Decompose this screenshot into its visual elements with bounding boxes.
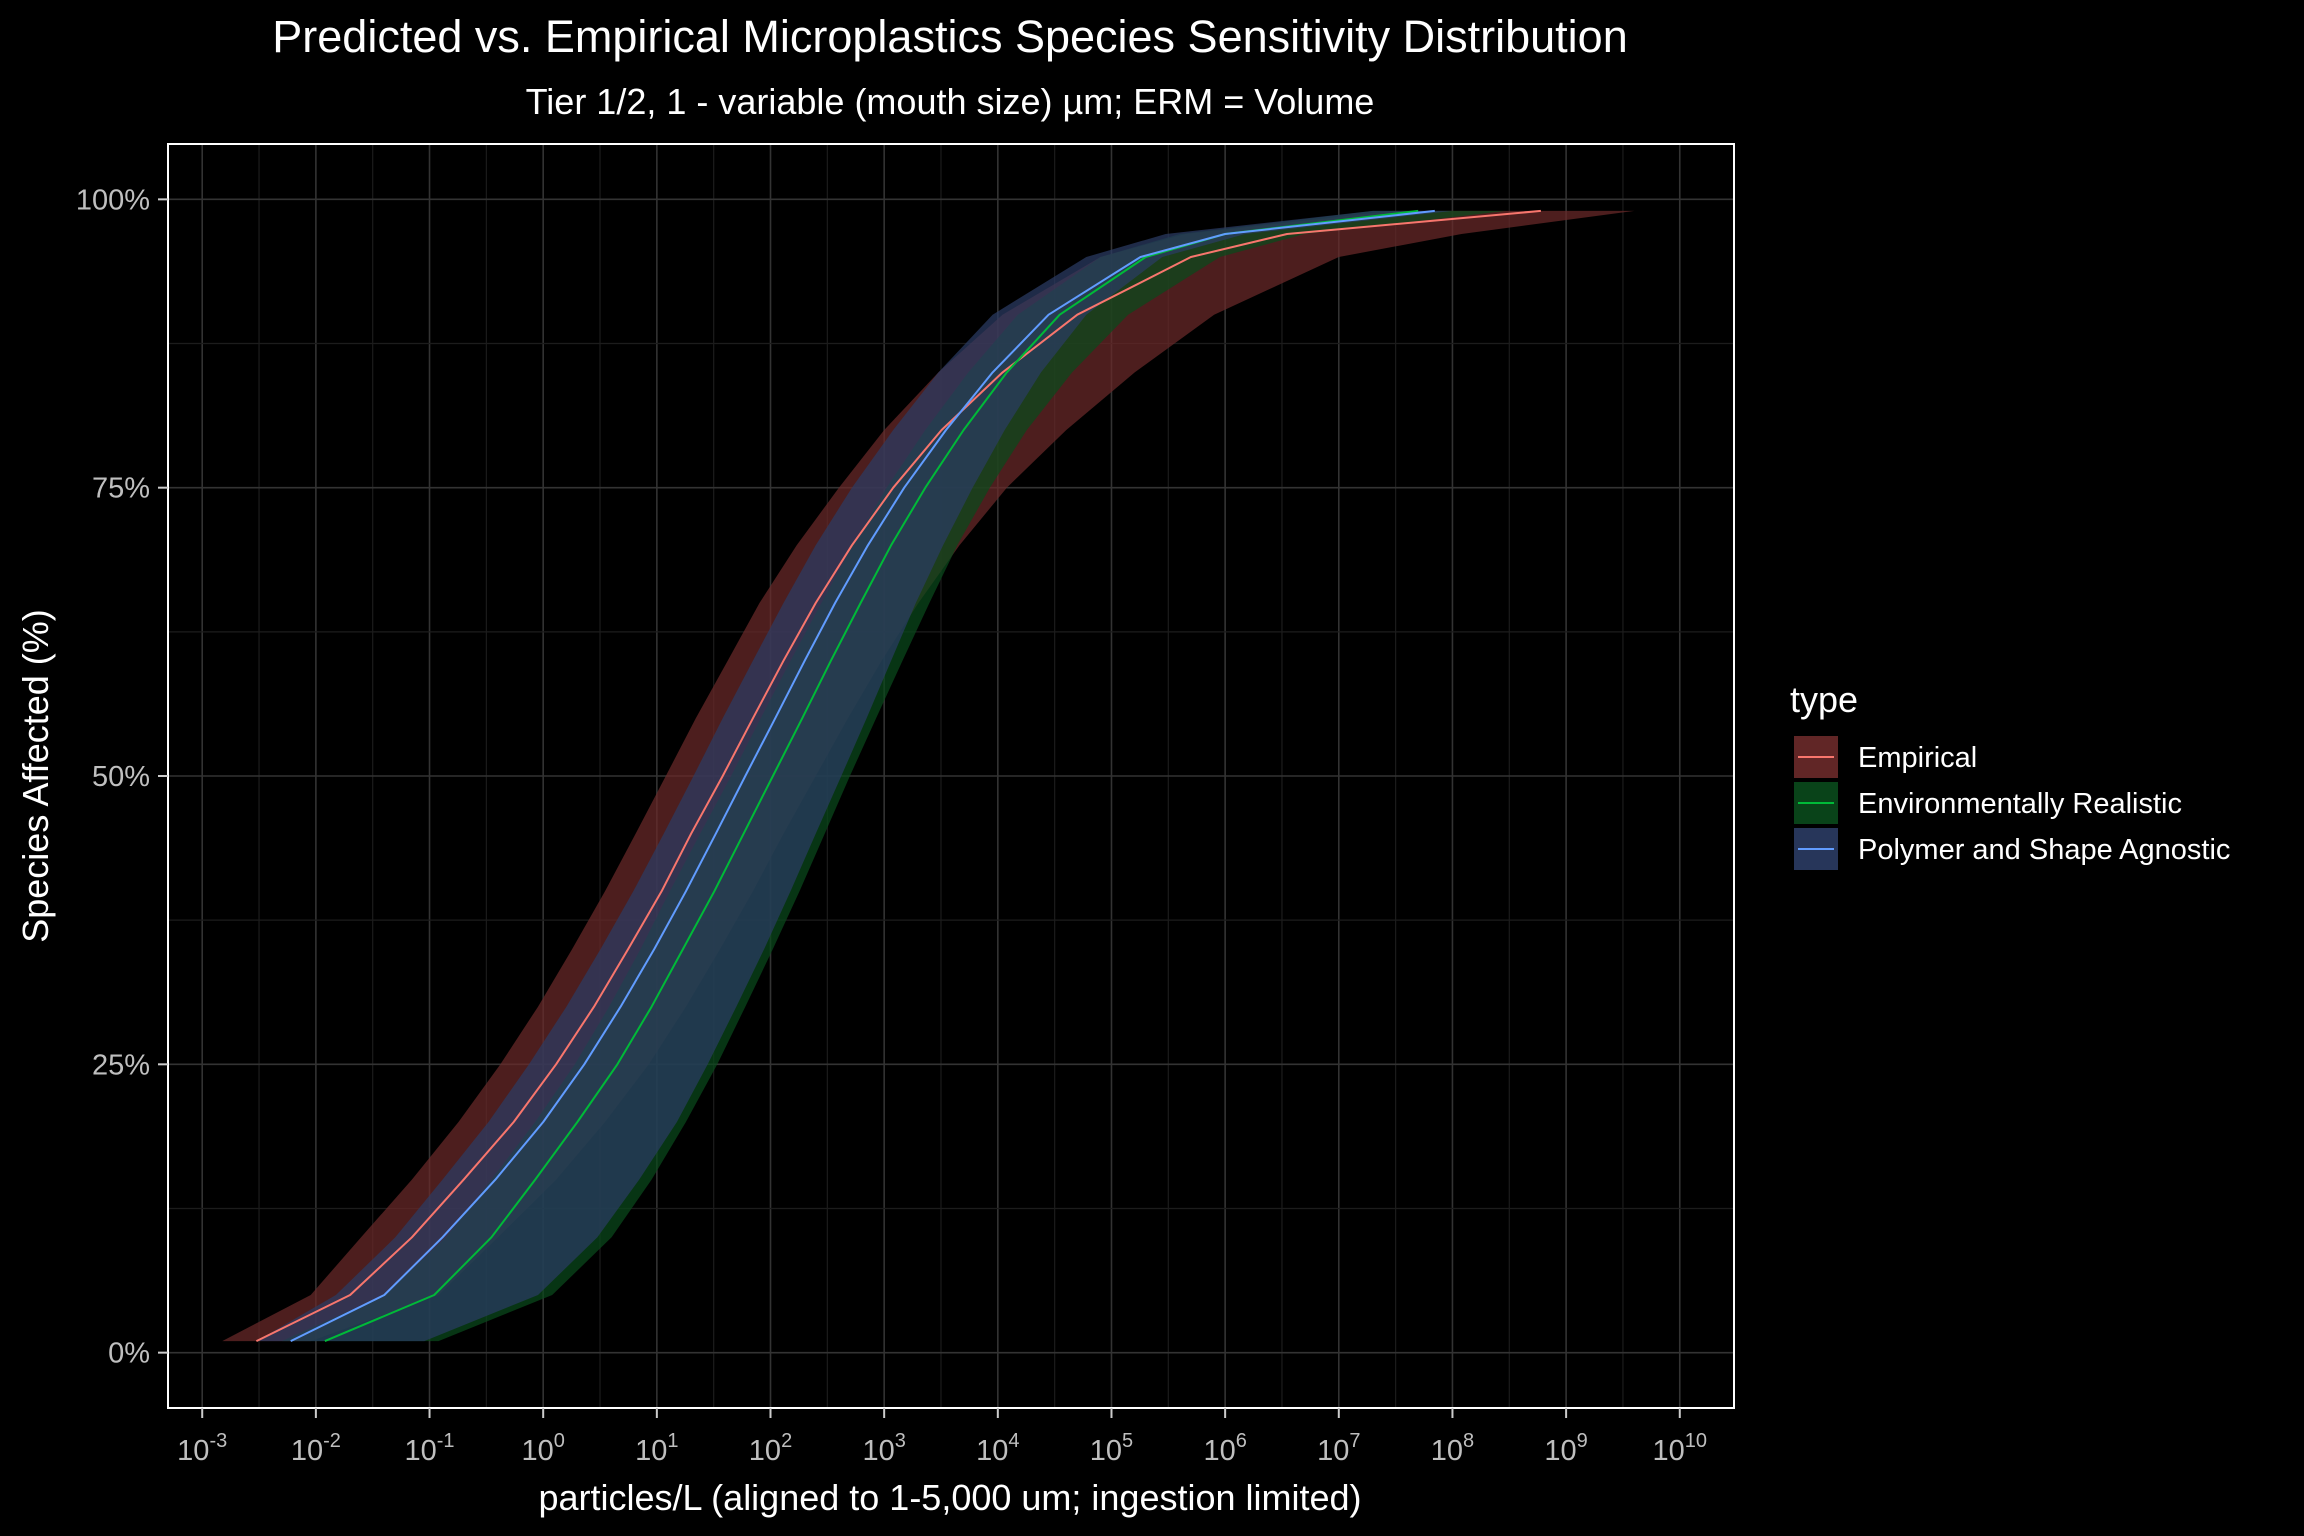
y-tick-label: 25% [92, 1049, 150, 1081]
x-axis-label: particles/L (aligned to 1-5,000 um; inge… [538, 1477, 1361, 1518]
x-tick-label: 100 [521, 1430, 564, 1467]
y-tick-label: 75% [92, 473, 150, 505]
line-polymer-and-shape-agnostic [290, 209, 1435, 1342]
ribbon-polymer-and-shape-agnostic [256, 210, 1453, 1342]
x-tick-label: 107 [1317, 1430, 1360, 1467]
y-tick-label: 100% [76, 184, 150, 216]
x-tick-label: 108 [1431, 1430, 1474, 1467]
series-lines [255, 209, 1541, 1343]
legend-item: Polymer and Shape Agnostic [1794, 828, 2230, 870]
legend-label: Polymer and Shape Agnostic [1858, 834, 2230, 866]
line-empirical [255, 209, 1541, 1342]
x-tick-label: 10-3 [177, 1430, 227, 1467]
legend-item: Environmentally Realistic [1794, 782, 2182, 824]
y-tick-label: 50% [92, 761, 150, 793]
legend: type Empirical Environmentally Realistic P… [1790, 679, 2230, 870]
x-tick-label: 105 [1090, 1430, 1133, 1467]
chart-subtitle: Tier 1/2, 1 - variable (mouth size) µm; … [526, 81, 1375, 122]
y-tick-label: 0% [108, 1338, 150, 1370]
chart-title: Predicted vs. Empirical Microplastics Sp… [272, 11, 1627, 62]
x-tick-label: 101 [635, 1430, 678, 1467]
legend-title: type [1790, 679, 1858, 720]
x-tick-label: 109 [1544, 1430, 1587, 1467]
y-axis-label: Species Affected (%) [15, 609, 56, 943]
x-tick-label: 10-1 [404, 1430, 454, 1467]
x-tick-label: 1010 [1653, 1430, 1708, 1467]
x-tick-label: 106 [1203, 1430, 1246, 1467]
axes: 10-3 10-2 10-1 100 101 102 103 104 105 106 107 108 1… [76, 184, 1707, 1467]
legend-item: Empirical [1794, 736, 1977, 778]
x-tick-label: 102 [749, 1430, 792, 1467]
x-tick-label: 104 [976, 1430, 1019, 1467]
x-tick-label: 10-2 [291, 1430, 341, 1467]
legend-label: Empirical [1858, 742, 1977, 774]
legend-label: Environmentally Realistic [1858, 788, 2182, 820]
line-environmentally-realistic [324, 209, 1419, 1343]
x-tick-label: 103 [862, 1430, 905, 1467]
